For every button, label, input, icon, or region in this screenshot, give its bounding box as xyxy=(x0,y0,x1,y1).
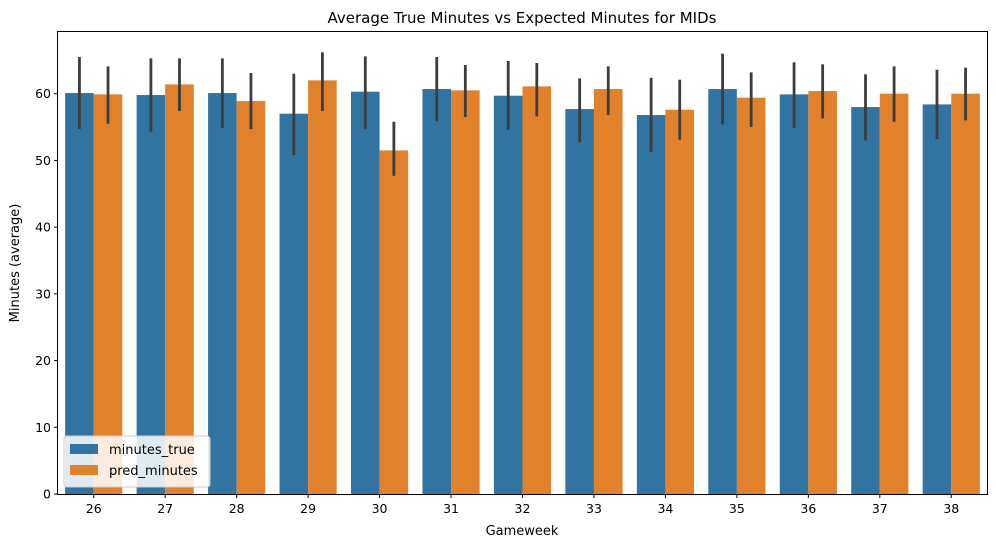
y-tick-label: 10 xyxy=(35,420,51,435)
bar-minutes_true-31 xyxy=(422,89,452,495)
bar-minutes_true-32 xyxy=(493,95,523,494)
bar-pred_minutes-34 xyxy=(665,109,695,495)
y-tick-label: 40 xyxy=(35,220,51,235)
y-tick-label: 50 xyxy=(35,153,51,168)
bar-minutes_true-29 xyxy=(279,113,309,494)
bar-pred_minutes-30 xyxy=(379,150,409,494)
y-tick-label: 30 xyxy=(35,286,51,301)
error-bars-layer xyxy=(78,52,967,176)
bar-pred_minutes-26 xyxy=(93,94,123,494)
x-tick-label: 33 xyxy=(586,501,602,516)
x-tick-label: 30 xyxy=(372,501,388,516)
bar-pred_minutes-29 xyxy=(308,80,337,495)
bar-pred_minutes-36 xyxy=(808,91,837,495)
bars-layer xyxy=(65,80,980,495)
bar-pred_minutes-38 xyxy=(951,93,980,494)
legend: minutes_true pred_minutes xyxy=(63,435,211,488)
bar-pred_minutes-28 xyxy=(236,101,266,495)
x-tick-label: 36 xyxy=(800,501,816,516)
bar-minutes_true-34 xyxy=(636,115,666,494)
bar-minutes_true-35 xyxy=(708,89,737,495)
x-tick-label: 34 xyxy=(657,501,673,516)
y-tick-label: 20 xyxy=(35,353,51,368)
y-axis: 0 10 20 30 40 50 60 xyxy=(35,86,58,502)
chart-title: Average True Minutes vs Expected Minutes… xyxy=(328,9,717,27)
x-tick-label: 31 xyxy=(443,501,459,516)
bar-pred_minutes-27 xyxy=(165,84,194,494)
bar-minutes_true-30 xyxy=(350,91,380,494)
plot-frame xyxy=(57,31,988,495)
x-tick-label: 26 xyxy=(86,501,102,516)
legend-swatch-pred_minutes xyxy=(70,465,98,475)
bar-minutes_true-38 xyxy=(922,104,952,494)
x-tick-label: 32 xyxy=(515,501,531,516)
bar-minutes_true-37 xyxy=(851,107,880,495)
bar-minutes_true-27 xyxy=(136,95,166,494)
bar-pred_minutes-35 xyxy=(736,97,766,495)
x-axis-title: Gameweek xyxy=(486,524,559,539)
y-tick-label: 60 xyxy=(35,86,51,101)
x-tick-label: 38 xyxy=(943,501,959,516)
legend-swatch-minutes_true xyxy=(70,444,98,454)
legend-label-pred_minutes: pred_minutes xyxy=(109,464,198,479)
bar-minutes_true-33 xyxy=(565,109,594,494)
x-tick-label: 27 xyxy=(157,501,173,516)
bar-pred_minutes-31 xyxy=(451,90,480,494)
x-tick-label: 37 xyxy=(872,501,888,516)
x-tick-label: 28 xyxy=(229,501,245,516)
legend-label-minutes_true: minutes_true xyxy=(109,443,195,458)
legend-box xyxy=(63,435,211,488)
bar-pred_minutes-32 xyxy=(522,86,552,494)
x-axis: 26 27 28 29 30 31 32 33 34 35 36 37 38 xyxy=(86,494,959,516)
x-tick-label: 29 xyxy=(300,501,316,516)
bar-minutes_true-36 xyxy=(779,94,809,494)
bar-pred_minutes-33 xyxy=(593,89,623,495)
bar-pred_minutes-37 xyxy=(879,93,909,494)
y-tick-label: 0 xyxy=(43,487,51,502)
bar-minutes_true-28 xyxy=(208,93,237,494)
bar-minutes_true-26 xyxy=(65,93,94,494)
y-axis-title: Minutes (average) xyxy=(8,204,23,323)
x-tick-label: 35 xyxy=(729,501,745,516)
